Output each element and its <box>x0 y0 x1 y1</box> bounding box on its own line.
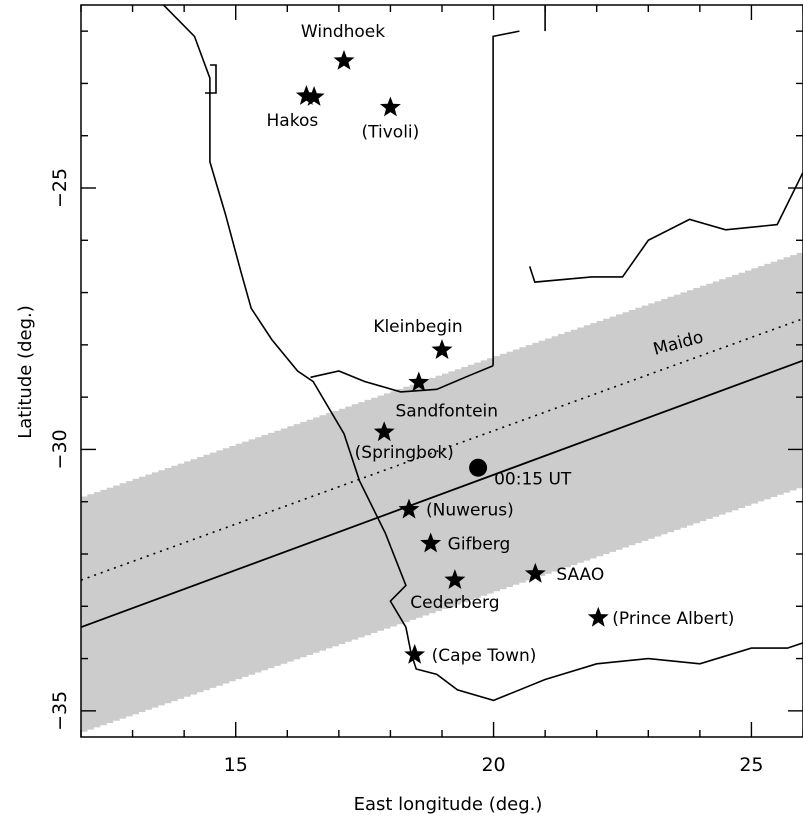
site-star-icon <box>380 96 401 117</box>
y-tick-label: −35 <box>49 691 71 731</box>
site-star-icon <box>408 371 430 392</box>
site-label: Kleinbegin <box>373 317 462 337</box>
coastline <box>162 5 803 702</box>
site-label: (Prince Albert) <box>612 609 734 629</box>
x-axis-title: East longitude (deg.) <box>354 794 543 815</box>
y-tick-label: −30 <box>49 429 71 469</box>
site-star-icon <box>524 562 546 583</box>
coastline-layer <box>162 5 803 702</box>
x-tick-label: 20 <box>481 754 505 776</box>
site-label: (Springbok) <box>355 443 454 463</box>
site-label: (Cape Town) <box>432 646 537 666</box>
site-label: SAAO <box>556 565 604 585</box>
site-label: Cederberg <box>410 593 499 613</box>
border-line <box>205 64 217 94</box>
site-label: (Tivoli) <box>362 122 420 142</box>
site-star-icon <box>444 569 466 589</box>
maido-track <box>81 317 803 581</box>
site-star-icon <box>404 643 426 664</box>
site-label: Gifberg <box>448 535 511 555</box>
site-star-icon <box>587 606 609 627</box>
shadow-band <box>81 252 803 732</box>
y-tick-label: −25 <box>49 168 71 208</box>
site-star-icon <box>373 421 395 442</box>
site-star-icon <box>333 49 355 70</box>
site-labels: Windhoek Hakos (Tivoli) Kleinbegin Sandfonte… <box>267 22 735 666</box>
y-axis-title: Latitude (deg.) <box>15 305 36 439</box>
centerline-track <box>81 359 803 629</box>
plot-area <box>81 5 803 732</box>
site-star-icon <box>420 532 442 553</box>
border-line <box>528 171 803 283</box>
site-star-icon <box>303 86 325 106</box>
axis-ticks: 15 20 25 −25 −30 −35 <box>49 5 803 776</box>
site-label: Windhoek <box>301 22 385 42</box>
site-label: Sandfontein <box>396 402 499 422</box>
event-marker <box>469 458 488 477</box>
site-label: Hakos <box>267 111 319 131</box>
event-label: 00:15 UT <box>494 470 572 490</box>
site-star-icon <box>431 339 453 359</box>
site-star-icon <box>398 498 420 519</box>
site-label: (Nuwerus) <box>426 501 514 521</box>
border-line <box>492 30 520 366</box>
x-tick-label: 25 <box>739 754 763 776</box>
sites-layer <box>295 49 609 664</box>
border-line <box>310 365 494 393</box>
x-tick-label: 15 <box>224 754 248 776</box>
